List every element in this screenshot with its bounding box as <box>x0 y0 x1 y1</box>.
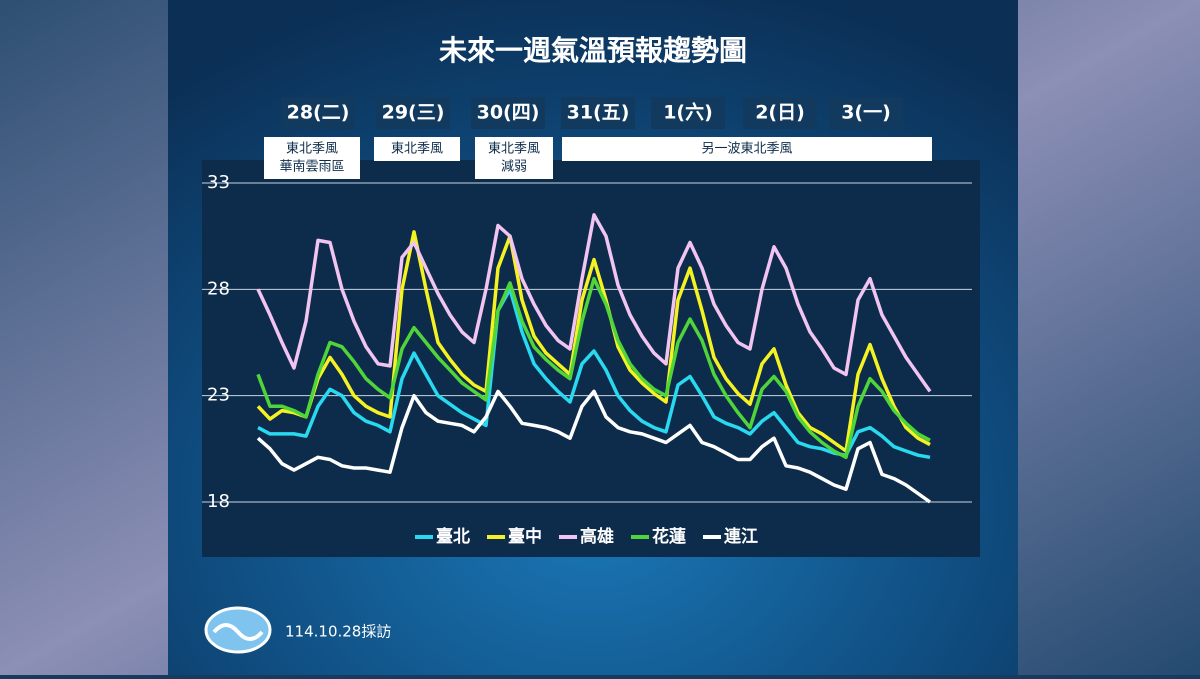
day-box <box>743 97 817 129</box>
day-box <box>471 97 545 129</box>
note-box <box>264 137 360 179</box>
day-label: 28(二) <box>287 102 350 124</box>
day-label: 31(五) <box>567 102 630 124</box>
y-tick-label: 33 <box>207 172 230 193</box>
legend-label: 高雄 <box>580 526 614 547</box>
legend-label: 臺北 <box>436 526 470 547</box>
legend-label: 臺中 <box>508 526 542 547</box>
logo <box>204 606 272 654</box>
day-label: 29(三) <box>382 102 445 124</box>
note-text: 東北季風 <box>286 141 338 157</box>
series-line <box>257 287 931 460</box>
note-text: 華南雲雨區 <box>279 159 344 175</box>
note-box <box>562 137 932 161</box>
footer-date: 114.10.28採訪 <box>285 623 391 641</box>
note-box <box>475 137 553 179</box>
day-box <box>561 97 635 129</box>
day-box <box>829 97 903 129</box>
day-box <box>281 97 355 129</box>
note-text: 減弱 <box>501 159 527 175</box>
day-box <box>651 97 725 129</box>
note-text: 另一波東北季風 <box>701 141 792 157</box>
day-label: 3(一) <box>841 102 891 124</box>
legend-label: 花蓮 <box>652 526 686 547</box>
series-line <box>256 230 931 453</box>
series-line <box>256 276 931 460</box>
day-label: 1(六) <box>663 101 713 124</box>
day-label: 30(四) <box>477 102 540 124</box>
y-tick-label: 23 <box>207 385 230 406</box>
y-tick-label: 28 <box>207 278 230 299</box>
legend-label: 連江 <box>724 526 758 547</box>
note-text: 東北季風 <box>391 141 443 157</box>
day-label: 2(日) <box>755 102 805 124</box>
chart-title: 未來一週氣溫預報趨勢圖 <box>439 34 747 67</box>
y-tick-label: 18 <box>207 491 230 512</box>
day-box <box>376 97 450 129</box>
note-box <box>374 137 460 161</box>
series-line <box>256 213 932 393</box>
note-text: 東北季風 <box>488 141 540 157</box>
series-line <box>256 389 932 504</box>
